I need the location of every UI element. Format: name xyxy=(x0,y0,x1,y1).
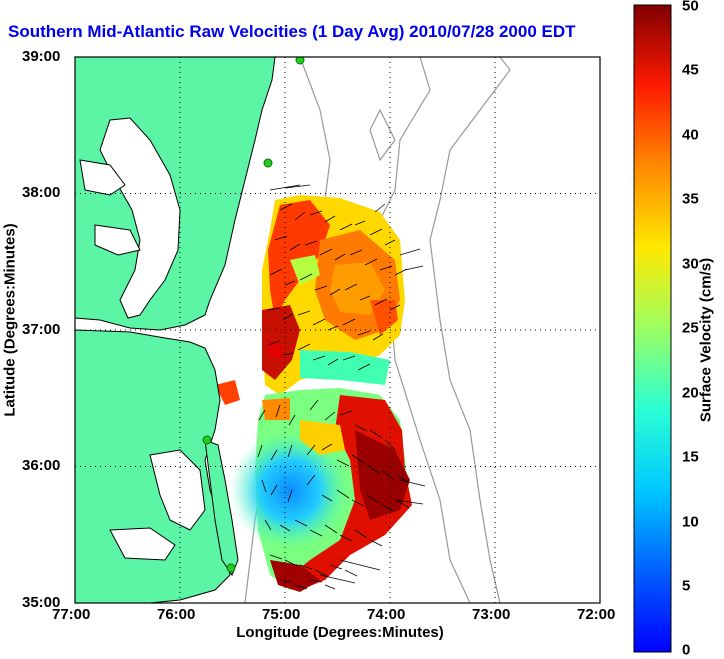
bays xyxy=(79,117,206,561)
x-tick-label: 72:00 xyxy=(577,606,616,623)
velocity-field-north xyxy=(215,195,405,405)
map-title: Southern Mid-Atlantic Raw Velocities (1 … xyxy=(8,22,576,41)
velocity-field-south xyxy=(230,388,412,592)
station-marker xyxy=(295,57,305,65)
y-tick-label: 35:00 xyxy=(22,594,61,611)
colorbar-tick-label: 30 xyxy=(682,255,699,273)
axes-frame xyxy=(74,56,601,604)
colorbar-tick-label: 5 xyxy=(682,577,691,595)
colorbar-tick-label: 20 xyxy=(682,384,699,402)
map-area xyxy=(75,57,600,603)
x-tick-label: 75:00 xyxy=(262,606,301,623)
colorbar-tick-label: 45 xyxy=(682,61,699,79)
colorbar-label: Surface Velocity (cm/s) xyxy=(697,257,715,423)
station-marker xyxy=(226,563,236,573)
colorbar-tick-label: 15 xyxy=(682,448,699,466)
gridlines xyxy=(75,57,600,603)
y-tick-label: 39:00 xyxy=(22,48,61,65)
stations xyxy=(202,57,305,573)
current-vectors xyxy=(257,184,426,590)
colorbar-tick-label: 0 xyxy=(682,641,691,659)
x-tick-label: 76:00 xyxy=(157,606,196,623)
y-tick-label: 36:00 xyxy=(22,457,61,474)
y-tick-label: 37:00 xyxy=(22,321,61,338)
x-axis-label: Longitude (Degrees:Minutes) xyxy=(236,624,444,641)
x-tick-label: 74:00 xyxy=(367,606,406,623)
x-tick-label: 73:00 xyxy=(472,606,511,623)
colorbar-tick-label: 35 xyxy=(682,190,699,208)
station-marker xyxy=(263,158,273,168)
colorbar-tick-label: 50 xyxy=(682,0,699,15)
colorbar-tick-label: 25 xyxy=(682,319,699,337)
colorbar xyxy=(633,4,672,653)
station-marker xyxy=(202,435,212,445)
colorbar-tick-label: 40 xyxy=(682,126,699,144)
y-axis-label: Latitude (Degrees:Minutes) xyxy=(1,223,19,417)
colorbar-tick-label: 10 xyxy=(682,513,699,531)
y-tick-label: 38:00 xyxy=(22,184,61,201)
x-tick-label: 77:00 xyxy=(52,606,91,623)
